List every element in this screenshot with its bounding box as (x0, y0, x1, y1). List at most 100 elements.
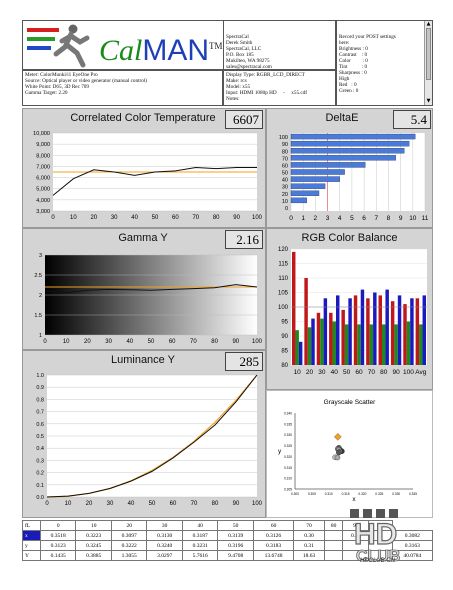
x-tick-label: 0.300 (291, 492, 299, 496)
y-tick-label: 110 (278, 276, 288, 282)
y-tick-label: 9,000 (36, 142, 50, 148)
x-tick-label: 80 (380, 369, 388, 376)
y-tick-label: 100 (279, 135, 288, 141)
red-bar (292, 251, 296, 365)
table-header-cell: 20 (110, 520, 148, 531)
y-tick-label: 0.7 (36, 410, 44, 416)
x-tick-label: 90 (232, 339, 239, 345)
x-tick-label: 30 (105, 339, 112, 345)
green-bar (295, 330, 299, 365)
table-header-cell: 0 (39, 520, 77, 531)
deltae-bar (290, 140, 410, 147)
scroll-down-arrow-icon[interactable]: ▼ (426, 98, 431, 104)
red-bar (329, 312, 333, 365)
x-tick-label: 90 (233, 501, 240, 507)
blue-bar (360, 289, 365, 365)
deltae-bar (290, 133, 416, 140)
settings-notes: Record your POST settings here: Brightness… (336, 20, 433, 106)
data-table: fL 0 10 20 30 40 50 60 70 80 90 100 x 0.3518 0.3223 0.… (22, 520, 434, 561)
x-tick-label: 100 (252, 339, 263, 345)
notes-lines: Record your POST settings here: Brightness… (339, 34, 396, 94)
y-tick-label: 20 (282, 192, 288, 198)
cct-chart: 10,000 9,000 8,000 7,000 6,000 5,000 4,000 3,00… (33, 131, 263, 221)
gamma-value: 2.16 (225, 230, 263, 249)
x-tick-label: 10 (409, 215, 417, 222)
y-tick-label: 0.6 (36, 422, 44, 428)
table-cell: 0.3139 (217, 530, 254, 541)
table-row: Y 0.1435 0.3885 1.3055 3.0297 5.7616 9.4708 13.… (22, 550, 434, 561)
y-tick-label: 10 (282, 199, 288, 205)
x-tick-label: 40 (126, 339, 133, 345)
table-cell: 0.3231 (181, 540, 219, 551)
y-tick-label: 2 (39, 293, 42, 299)
scatter-chart: 0.340 0.335 0.330 0.325 0.320 0.315 0.310 0.305… (278, 412, 417, 504)
x-tick-label: 20 (306, 369, 314, 376)
cct-value: 6607 (225, 110, 263, 129)
table-cell (323, 550, 344, 561)
y-tick-label: 100 (278, 305, 289, 311)
y-tick-label: 0.8 (36, 397, 44, 403)
x-tick-label: 11 (422, 215, 429, 222)
y-tick-label: 0.9 (36, 385, 44, 391)
y-tick-label: 6,000 (36, 176, 50, 182)
y-tick-label: 3 (39, 253, 42, 259)
table-cell: 40.0784 (391, 550, 434, 561)
green-bar (344, 324, 349, 365)
y-tick-label: 8,000 (36, 153, 50, 159)
blue-bar (348, 298, 352, 365)
rgb-panel: RGB Color Balance 120 115 110 105 100 95 90 85 8… (266, 228, 433, 390)
x-tick-label: 0 (43, 339, 47, 345)
x-tick-label: 60 (169, 339, 176, 345)
blue-bar (323, 298, 328, 365)
notes-scrollbar[interactable]: ▲ ▼ (424, 21, 432, 105)
green-bar (357, 324, 361, 365)
scroll-up-arrow-icon[interactable]: ▲ (426, 21, 431, 27)
row-label: x (22, 530, 41, 541)
x-tick-label: 20 (84, 339, 91, 345)
watermark-text: HDCLUB.CN (360, 558, 396, 564)
x-tick-label: 6 (362, 215, 366, 222)
row-label: y (22, 540, 41, 551)
table-header-cell: 40 (181, 520, 219, 531)
table-cell: 13.6748 (252, 550, 295, 561)
x-tick-label: 30 (111, 215, 118, 221)
blue-bar (336, 295, 340, 365)
y-tick-label: 50 (282, 171, 288, 177)
y-tick-label: 120 (278, 247, 289, 253)
x-tick-label: 30 (318, 369, 326, 376)
x-tick-label: 100 (403, 369, 414, 376)
y-tick-label: 2.5 (34, 273, 42, 279)
logo-tm: TM (209, 41, 223, 51)
x-tick-label: 60 (170, 501, 177, 507)
red-bar (304, 278, 308, 365)
table-cell: 0.31 (293, 540, 325, 551)
x-tick-label: 100 (252, 215, 263, 221)
y-tick-label: 85 (281, 349, 288, 355)
table-cell (323, 530, 344, 541)
x-tick-label: 0.325 (375, 492, 383, 496)
table-header-cell: 80 (323, 520, 344, 531)
scatter-point (334, 454, 341, 461)
green-bar (332, 321, 336, 365)
company-lines: SpectraCal Derek Smith SpectraCal, LLC P.O.… (226, 34, 272, 70)
blue-bar (385, 289, 389, 365)
table-cell: 0.3223 (75, 530, 112, 541)
x-tick-label: 0.335 (409, 492, 417, 496)
y-tick-label: 0.0 (36, 495, 44, 501)
y-tick-label: 40 (282, 178, 288, 184)
x-tick-label: 20 (86, 501, 93, 507)
red-bar (378, 295, 382, 365)
watermark-logo: HD CLUB HDCLUB.CN (346, 506, 436, 568)
table-cell: 18.63 (293, 550, 325, 561)
svg-text:CLUB: CLUB (356, 548, 400, 565)
y-tick-label: 1 (39, 333, 42, 339)
y-tick-label: 0.335 (284, 422, 292, 426)
x-tick-label: 0.315 (342, 492, 350, 496)
luminance-panel: Luminance Y 285 1.0 0.9 0.8 0.7 0.6 0.5 0.4 0.3… (22, 350, 266, 518)
table-cell (323, 540, 344, 551)
company-info: SpectraCal Derek Smith SpectraCal, LLC P.O.… (223, 20, 336, 70)
table-cell: 0.3240 (146, 540, 183, 551)
scroll-thumb[interactable] (426, 28, 431, 80)
table-cell: 0.30 (293, 530, 325, 541)
y-tick-label: 0.340 (284, 412, 292, 416)
